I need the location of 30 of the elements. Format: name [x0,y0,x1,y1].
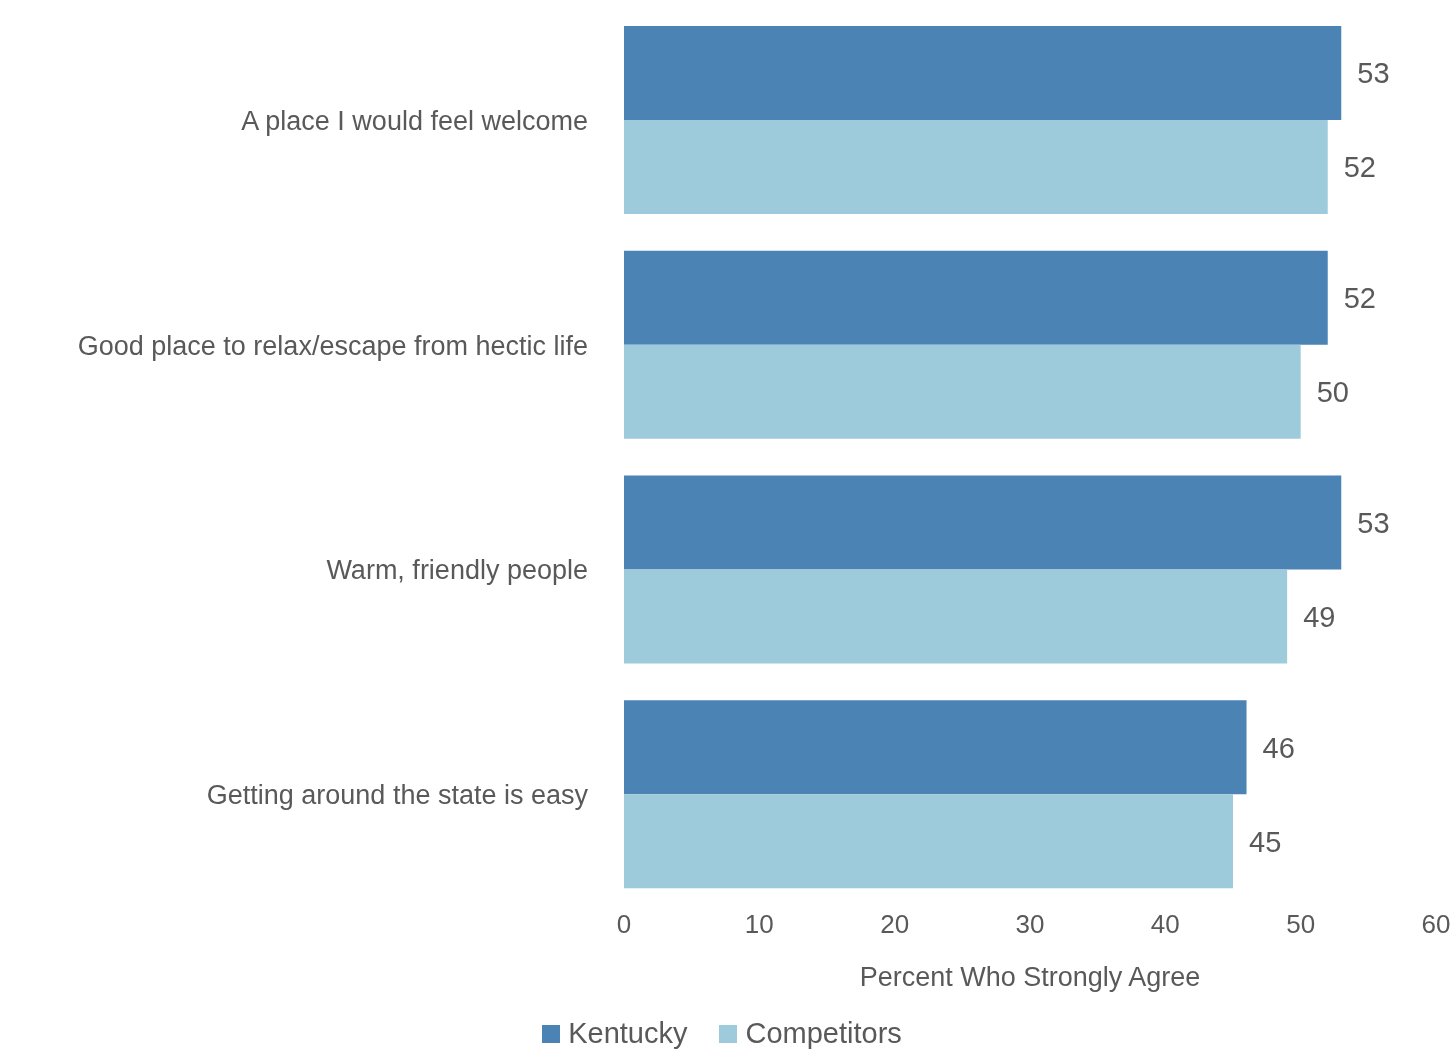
x-tick-label: 50 [1286,909,1316,940]
bar [624,344,1301,439]
bar [624,700,1247,795]
x-tick-label: 10 [744,909,774,940]
x-tick-label: 40 [1150,909,1180,940]
x-axis-title: Percent Who Strongly Agree [859,962,1201,993]
data-label: 45 [1249,825,1282,858]
y-tick-label: A place I would feel welcome [241,105,588,136]
x-tick-label: 20 [880,909,910,940]
bar [624,569,1288,664]
bar [624,119,1328,214]
legend-label: Competitors [744,1017,902,1050]
data-label: 46 [1262,731,1295,764]
bar [624,250,1328,345]
bar [624,794,1233,889]
x-tick-label: 0 [616,909,632,940]
data-label: 53 [1357,506,1390,539]
data-label: 53 [1357,57,1390,90]
data-label: 52 [1343,282,1376,315]
bar [624,25,1342,120]
data-label: 50 [1316,376,1349,409]
y-tick-label: Warm, friendly people [326,555,588,586]
data-label: 52 [1343,151,1376,184]
data-label: 49 [1303,600,1336,633]
legend-label: Kentucky [567,1017,688,1050]
y-tick-label: Getting around the state is easy [206,780,589,811]
bar [624,475,1342,570]
x-tick-label: 60 [1421,909,1451,940]
x-tick-label: 30 [1015,909,1045,940]
y-tick-label: Good place to relax/escape from hectic life [77,330,588,361]
